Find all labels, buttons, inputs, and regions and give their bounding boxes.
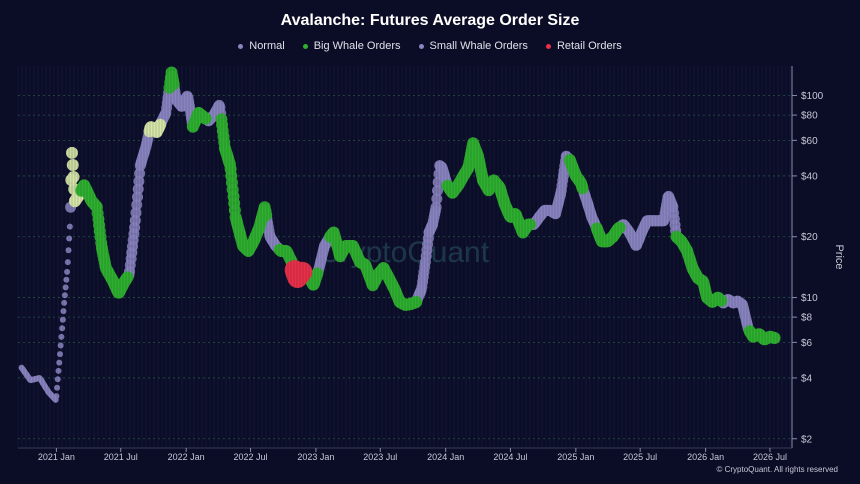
- y-tick-label: $60: [801, 136, 818, 147]
- big-whale-point: [260, 209, 273, 222]
- series-retail: [284, 260, 313, 288]
- x-tick-label: 2023 Jul: [363, 452, 397, 462]
- normal-point: [64, 268, 71, 275]
- normal-point: [59, 316, 66, 323]
- normal-point: [58, 333, 65, 340]
- normal-point: [54, 384, 61, 391]
- normal-point: [53, 393, 60, 400]
- legend-item-big-whale[interactable]: Big Whale Orders: [302, 40, 401, 52]
- legend-label-normal: Normal: [249, 40, 285, 52]
- marker-texture: [17, 66, 790, 448]
- x-tick-label: 2025 Jul: [623, 452, 657, 462]
- chart-title: Avalanche: Futures Average Order Size: [280, 12, 580, 29]
- y-tick-label: $4: [801, 373, 813, 384]
- legend-item-small-whale[interactable]: Small Whale Orders: [418, 40, 528, 52]
- small-whale-point: [66, 146, 78, 159]
- legend-marker-big-whale: [302, 43, 308, 49]
- normal-point: [64, 259, 71, 266]
- normal-point: [57, 351, 63, 358]
- normal-point: [62, 284, 69, 291]
- x-tick-label: 2023 Jan: [297, 452, 334, 462]
- legend-label-big-whale: Big Whale Orders: [313, 40, 401, 52]
- legend-label-small-whale: Small Whale Orders: [429, 40, 528, 52]
- normal-point: [55, 367, 62, 374]
- normal-point: [133, 175, 145, 187]
- series-normal: [18, 82, 755, 403]
- normal-point: [432, 185, 443, 197]
- normal-point: [430, 201, 442, 213]
- y-tick-label: $100: [801, 91, 824, 102]
- normal-point: [431, 193, 443, 205]
- legend-item-retail[interactable]: Retail Orders: [545, 40, 622, 52]
- x-tick-label: 2025 Jan: [557, 452, 594, 462]
- retail-point: [292, 261, 313, 282]
- series-big-whale: [75, 66, 781, 346]
- legend: Normal Big Whale Orders Small Whale Orde…: [0, 40, 860, 52]
- big-whale-point: [311, 267, 324, 280]
- big-whale-point: [410, 296, 423, 308]
- small-whale-point: [67, 171, 80, 183]
- x-tick-label: 2022 Jan: [168, 452, 205, 462]
- x-tick-label: 2022 Jul: [234, 452, 268, 462]
- y-tick-label: $20: [801, 232, 818, 243]
- normal-point: [56, 359, 63, 366]
- big-whale-point: [613, 221, 626, 234]
- background-stripes: [17, 66, 791, 448]
- normal-point: [59, 325, 66, 332]
- normal-point: [61, 299, 68, 306]
- legend-label-retail: Retail Orders: [556, 40, 622, 52]
- big-whale-point: [576, 182, 589, 195]
- big-whale-point: [524, 218, 536, 231]
- y-tick-label: $2: [801, 434, 813, 445]
- normal-point: [63, 276, 70, 283]
- big-whale-point: [768, 332, 781, 344]
- normal-point: [61, 292, 68, 299]
- x-tick-label: 2024 Jan: [427, 452, 464, 462]
- y-tick-label: $10: [801, 293, 818, 304]
- y-tick-label: $80: [801, 111, 818, 122]
- legend-item-normal[interactable]: Normal: [238, 40, 285, 52]
- y-tick-label: $8: [801, 313, 813, 324]
- big-whale-point: [715, 294, 728, 307]
- x-tick-label: 2024 Jul: [493, 452, 527, 462]
- normal-point: [66, 235, 73, 242]
- y-tick-label: $6: [801, 338, 813, 349]
- normal-point: [130, 207, 142, 219]
- big-whale-point: [121, 271, 134, 284]
- big-whale-point: [167, 78, 180, 91]
- copyright-text: © CryptoQuant. All rights reserved: [716, 465, 839, 474]
- normal-point: [54, 376, 61, 383]
- legend-marker-retail: [545, 43, 551, 49]
- x-tick-label: 2026 Jan: [687, 452, 724, 462]
- y-axis-title: Price: [833, 244, 845, 269]
- x-tick-label: 2026 Jul: [753, 452, 787, 462]
- x-tick-label: 2021 Jan: [38, 452, 75, 462]
- normal-point: [57, 342, 64, 349]
- y-tick-label: $40: [801, 171, 818, 182]
- small-whale-point: [154, 118, 167, 131]
- legend-marker-normal: [238, 43, 244, 49]
- small-whale-point: [66, 159, 79, 171]
- x-tick-label: 2021 Jul: [104, 452, 138, 462]
- normal-point: [65, 247, 72, 254]
- normal-point: [60, 308, 67, 315]
- legend-marker-small-whale: [418, 43, 424, 49]
- big-whale-point: [199, 112, 212, 125]
- normal-point: [66, 223, 73, 230]
- normal-point: [132, 191, 143, 203]
